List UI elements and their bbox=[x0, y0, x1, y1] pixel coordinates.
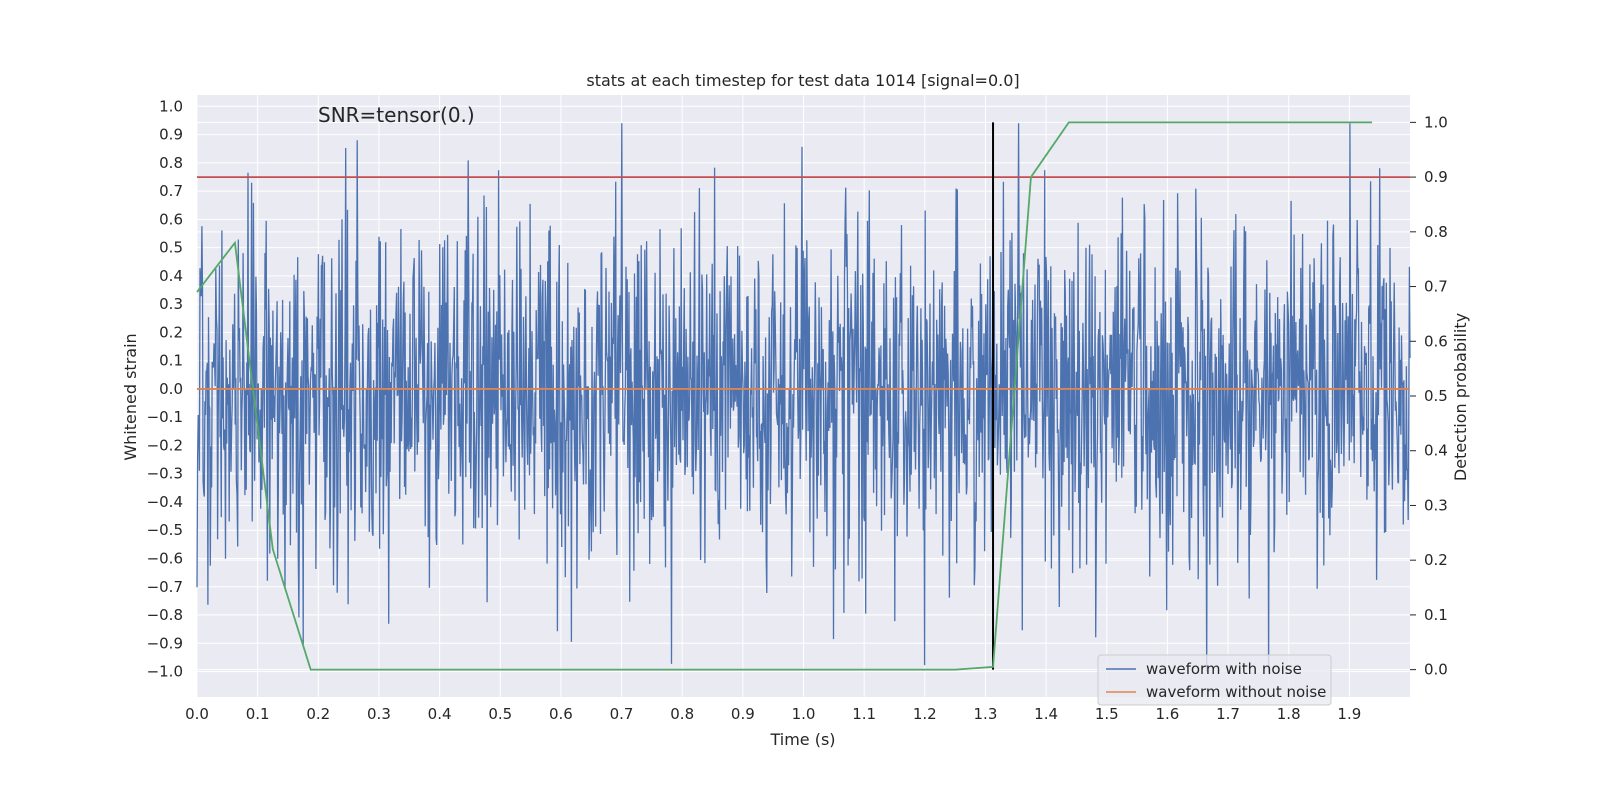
y2-tick-label: 0.3 bbox=[1424, 496, 1448, 514]
y-tick-label: −0.9 bbox=[147, 634, 183, 652]
y2-tick-label: 0.7 bbox=[1424, 278, 1448, 296]
y2-axis-ticks: 1.0 0.9 0.8 0.7 0.6 0.5 0.4 0.3 0.2 0.1 0.0 bbox=[1410, 113, 1448, 679]
y-tick-label: 0.2 bbox=[159, 323, 183, 341]
y-tick-label: −0.7 bbox=[147, 578, 183, 596]
x-tick-label: 0.3 bbox=[367, 705, 391, 723]
noisy-waveform-line bbox=[196, 123, 1411, 672]
x-tick-label: 1.2 bbox=[913, 705, 937, 723]
y-tick-label: 0.1 bbox=[159, 352, 183, 370]
y2-tick-label: 0.0 bbox=[1424, 661, 1448, 679]
y-tick-label: −1.0 bbox=[147, 663, 183, 681]
y-axis-label: Whitened strain bbox=[121, 333, 140, 460]
y-tick-label: −0.5 bbox=[147, 521, 183, 539]
x-tick-label: 1.0 bbox=[792, 705, 816, 723]
snr-annotation: SNR=tensor(0.) bbox=[318, 103, 475, 127]
y-tick-label: 0.6 bbox=[159, 210, 183, 228]
y2-tick-label: 0.9 bbox=[1424, 168, 1448, 186]
y-tick-label: −0.3 bbox=[147, 465, 183, 483]
x-tick-label: 0.6 bbox=[549, 705, 573, 723]
x-axis-label: Time (s) bbox=[769, 730, 835, 749]
series-detection-probability bbox=[196, 121, 1373, 671]
x-tick-label: 0.7 bbox=[610, 705, 634, 723]
legend: waveform with noise waveform without noi… bbox=[1097, 654, 1332, 706]
probability-line bbox=[196, 121, 1373, 671]
y-tick-label: 0.7 bbox=[159, 182, 183, 200]
y2-axis-label: Detection probability bbox=[1451, 313, 1470, 481]
x-tick-label: 1.8 bbox=[1277, 705, 1301, 723]
y-tick-label: −0.6 bbox=[147, 550, 183, 568]
y-tick-label: 0.9 bbox=[159, 126, 183, 144]
legend-box bbox=[1097, 654, 1332, 706]
x-tick-label: 1.1 bbox=[852, 705, 876, 723]
x-axis-ticks: 0.0 0.1 0.2 0.3 0.4 0.5 0.6 0.7 0.8 0.9 1.0 1.1 1.2 1… bbox=[185, 705, 1361, 723]
y2-tick-label: 0.1 bbox=[1424, 606, 1448, 624]
x-tick-label: 0.8 bbox=[670, 705, 694, 723]
y-axis-ticks: 1.0 0.9 0.8 0.7 0.6 0.5 0.4 0.3 0.2 0.1 0.0 −0.1 −0.… bbox=[147, 97, 183, 680]
y-tick-label: −0.1 bbox=[147, 408, 183, 426]
series-waveform-with-noise bbox=[196, 123, 1411, 672]
y2-tick-label: 0.6 bbox=[1424, 332, 1448, 350]
y-tick-label: 0.0 bbox=[159, 380, 183, 398]
x-tick-label: 0.5 bbox=[488, 705, 512, 723]
x-tick-label: 0.9 bbox=[731, 705, 755, 723]
chart-title: stats at each timestep for test data 101… bbox=[586, 71, 1019, 90]
y-tick-label: −0.4 bbox=[147, 493, 183, 511]
y-tick-label: 0.4 bbox=[159, 267, 183, 285]
y-tick-label: 1.0 bbox=[159, 97, 183, 115]
x-tick-label: 0.1 bbox=[246, 705, 270, 723]
y2-tick-label: 0.8 bbox=[1424, 223, 1448, 241]
x-tick-label: 0.4 bbox=[428, 705, 452, 723]
y-tick-label: 0.5 bbox=[159, 239, 183, 257]
y-tick-label: −0.2 bbox=[147, 436, 183, 454]
y2-tick-label: 1.0 bbox=[1424, 113, 1448, 131]
y2-tick-label: 0.2 bbox=[1424, 551, 1448, 569]
x-tick-label: 1.3 bbox=[974, 705, 998, 723]
x-tick-label: 1.5 bbox=[1095, 705, 1119, 723]
x-tick-label: 1.6 bbox=[1155, 705, 1179, 723]
x-tick-label: 1.4 bbox=[1034, 705, 1058, 723]
x-tick-label: 0.2 bbox=[306, 705, 330, 723]
legend-entry-clean: waveform without noise bbox=[1146, 683, 1326, 701]
y2-tick-label: 0.5 bbox=[1424, 387, 1448, 405]
legend-entry-noisy: waveform with noise bbox=[1146, 660, 1302, 678]
x-tick-label: 0.0 bbox=[185, 705, 209, 723]
x-tick-label: 1.9 bbox=[1337, 705, 1361, 723]
y2-tick-label: 0.4 bbox=[1424, 442, 1448, 460]
y-tick-label: 0.8 bbox=[159, 154, 183, 172]
x-tick-label: 1.7 bbox=[1216, 705, 1240, 723]
y-tick-label: −0.8 bbox=[147, 606, 183, 624]
y-tick-label: 0.3 bbox=[159, 295, 183, 313]
